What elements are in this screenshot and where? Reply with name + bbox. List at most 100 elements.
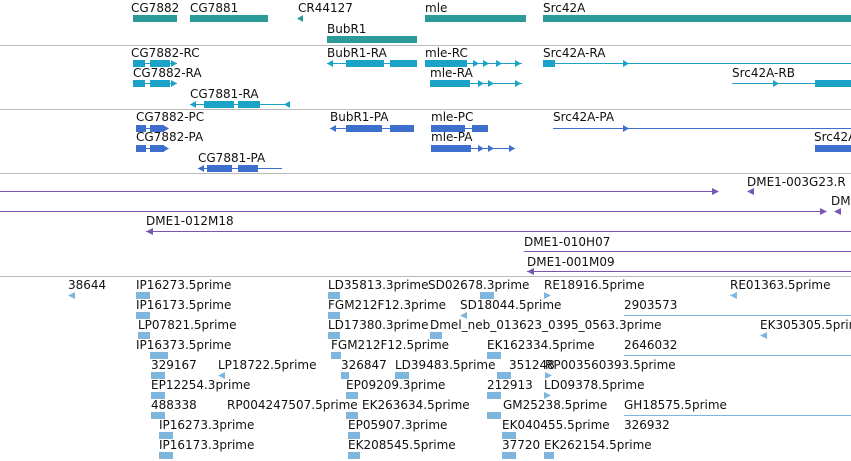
clone-feature[interactable] [524,251,851,252]
est-feature[interactable] [151,392,165,399]
transcript-exon[interactable] [204,101,234,108]
transcript-exon[interactable] [430,80,470,87]
est-feature[interactable] [487,352,501,359]
feature-label: 488338 [151,398,197,412]
protein-exon[interactable] [136,125,146,132]
clone-feature[interactable] [146,231,851,232]
strand-arrow-icon [483,60,489,67]
clone-feature[interactable] [0,191,716,192]
protein-exon[interactable] [472,125,488,132]
transcript-exon[interactable] [543,60,555,67]
est-feature[interactable] [150,352,168,359]
transcript-feature[interactable] [543,63,851,64]
est-feature[interactable] [348,432,360,439]
transcript-exon[interactable] [425,60,467,67]
est-feature[interactable] [159,452,173,459]
est-feature[interactable] [348,452,360,459]
protein-exon[interactable] [207,165,232,172]
est-feature[interactable] [624,415,851,416]
est-feature[interactable] [497,372,511,379]
feature-label: CG7881-RA [190,87,259,101]
est-feature[interactable] [341,372,349,379]
est-feature[interactable] [138,332,150,339]
strand-arrow-icon [146,228,153,235]
protein-exon[interactable] [431,145,471,152]
est-feature[interactable] [151,372,165,379]
transcript-exon[interactable] [238,101,260,108]
feature-label: DME1-012M18 [146,214,234,228]
est-feature[interactable] [346,412,358,419]
protein-feature[interactable] [553,128,851,129]
feature-label: EP12254.3prime [151,378,251,392]
est-feature[interactable] [328,292,340,299]
feature-label: RP003560393.5prime [545,358,676,372]
clone-feature[interactable] [527,271,851,272]
transcript-feature[interactable] [732,83,851,84]
feature-label: BubR1-PA [330,110,389,124]
transcript-exon[interactable] [390,60,417,67]
feature-label: GH18575.5prime [624,398,727,412]
strand-arrow-icon [478,145,484,152]
feature-label: BubR1-RA [327,46,387,60]
protein-exon[interactable] [390,125,414,132]
est-feature[interactable] [328,332,340,339]
gene-feature[interactable] [133,15,177,22]
est-feature[interactable] [159,432,173,439]
gene-feature[interactable] [543,15,851,22]
protein-exon[interactable] [815,145,851,152]
protein-exon[interactable] [346,125,382,132]
est-feature[interactable] [502,432,516,439]
feature-label: CG7882-RA [133,66,202,80]
feature-label: SD02678.3prime [428,278,530,292]
feature-label: 212913 [487,378,533,392]
transcripts-track: CG7882-RC BubR1-RA mle-RC Src42A-RA CG78… [0,46,851,109]
feature-label: Src42A-PA [553,110,615,124]
gene-feature[interactable] [327,36,417,43]
est-feature[interactable] [430,332,442,339]
protein-exon[interactable] [238,165,258,172]
feature-label: EK262154.5prime [544,438,652,452]
transcript-exon[interactable] [150,60,170,67]
feature-label: EK263634.5prime [362,398,470,412]
est-feature[interactable] [136,292,150,299]
feature-label: CR44127 [298,1,353,15]
est-feature[interactable] [328,312,340,319]
gene-feature[interactable] [190,15,268,22]
protein-exon[interactable] [150,125,164,132]
transcript-feature[interactable] [430,83,522,84]
clone-feature[interactable] [0,211,825,212]
protein-exon[interactable] [431,125,465,132]
feature-label: Src42A [814,130,851,144]
feature-label: DME1-010H07 [524,235,611,249]
protein-feature[interactable] [431,148,515,149]
est-feature[interactable] [480,292,494,299]
protein-exon[interactable] [150,145,164,152]
feature-label: EP05907.3prime [348,418,448,432]
transcript-exon[interactable] [346,60,384,67]
est-feature[interactable] [624,315,851,316]
est-feature[interactable] [544,452,554,459]
feature-label: RE18916.5prime [544,278,645,292]
est-feature[interactable] [487,412,501,419]
gene-feature[interactable] [425,15,526,22]
feature-label: 326847 [341,358,387,372]
transcript-exon[interactable] [133,80,145,87]
transcript-exon[interactable] [133,60,145,67]
est-feature[interactable] [346,392,358,399]
feature-label: CG7882-PC [136,110,205,124]
est-feature[interactable] [502,452,516,459]
transcript-exon[interactable] [815,80,851,87]
transcript-exon[interactable] [150,80,170,87]
est-feature[interactable] [151,412,165,419]
feature-label: RP004247507.5prime [227,398,358,412]
est-feature[interactable] [136,312,150,319]
est-feature[interactable] [395,372,409,379]
genomic-clones-track: DME1-003G23.R DME DME1-012M18 DME1-010H0… [0,174,851,276]
est-feature[interactable] [624,355,851,356]
strand-arrow-icon [327,60,333,67]
strand-arrow-icon [730,292,737,299]
est-feature[interactable] [331,352,341,359]
protein-exon[interactable] [136,145,146,152]
est-feature[interactable] [487,392,501,399]
feature-label: LP18722.5prime [218,358,317,372]
